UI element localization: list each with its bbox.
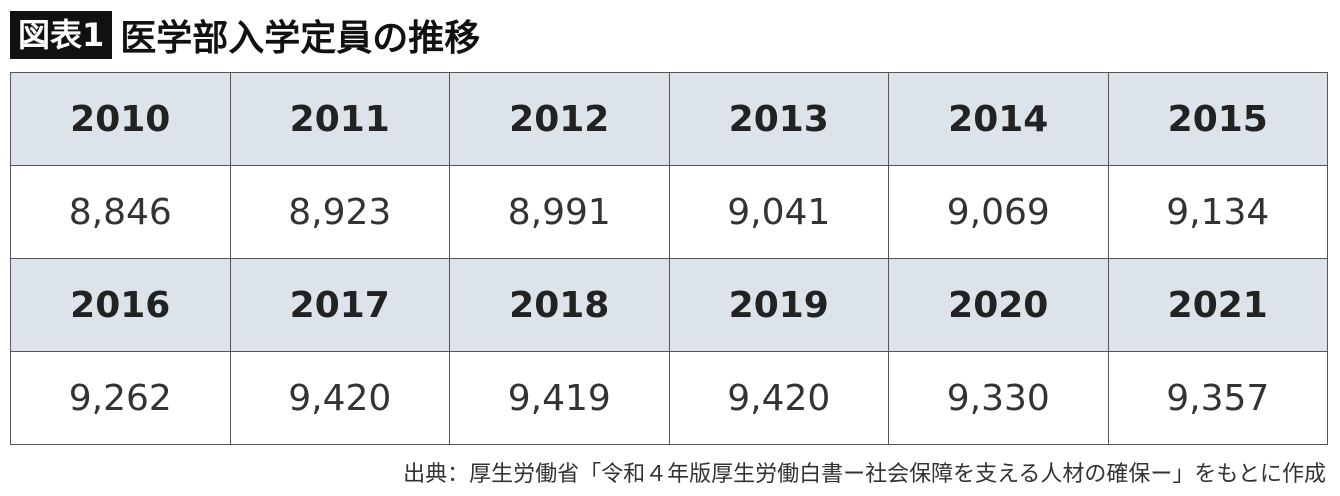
year-row: 2010 2011 2012 2013 2014 2015 — [10, 72, 1328, 166]
value-cell: 9,134 — [1107, 165, 1328, 259]
value-cell: 8,991 — [449, 165, 670, 259]
value-cell: 9,420 — [229, 351, 450, 445]
year-cell: 2018 — [449, 258, 670, 352]
title: 医学部入学定員の推移 — [120, 18, 481, 59]
year-cell: 2016 — [10, 258, 231, 352]
year-cell: 2011 — [229, 72, 450, 166]
value-cell: 9,357 — [1107, 351, 1328, 445]
value-cell: 8,846 — [10, 165, 231, 259]
year-cell: 2021 — [1107, 258, 1328, 352]
year-cell: 2013 — [668, 72, 889, 166]
year-cell: 2020 — [888, 258, 1109, 352]
year-row: 2016 2017 2018 2019 2020 2021 — [10, 258, 1328, 352]
figure-label: 図表1 — [10, 11, 113, 59]
value-cell: 9,419 — [449, 351, 670, 445]
year-cell: 2012 — [449, 72, 670, 166]
value-row: 9,262 9,420 9,419 9,420 9,330 9,357 — [10, 351, 1328, 445]
value-cell: 8,923 — [229, 165, 450, 259]
value-cell: 9,069 — [888, 165, 1109, 259]
value-cell: 9,262 — [10, 351, 231, 445]
year-cell: 2017 — [229, 258, 450, 352]
value-cell: 9,041 — [668, 165, 889, 259]
year-cell: 2019 — [668, 258, 889, 352]
source-note: 出典：厚生労働省「令和４年版厚生労働白書ー社会保障を支える人材の確保ー」をもとに… — [403, 462, 1326, 487]
value-cell: 9,330 — [888, 351, 1109, 445]
value-row: 8,846 8,923 8,991 9,041 9,069 9,134 — [10, 165, 1328, 259]
year-cell: 2014 — [888, 72, 1109, 166]
year-cell: 2015 — [1107, 72, 1328, 166]
header: 図表1 医学部入学定員の推移 — [10, 10, 480, 60]
year-cell: 2010 — [10, 72, 231, 166]
table: 2010 2011 2012 2013 2014 2015 8,846 8,923 8,991 9… — [10, 72, 1328, 445]
value-cell: 9,420 — [668, 351, 889, 445]
